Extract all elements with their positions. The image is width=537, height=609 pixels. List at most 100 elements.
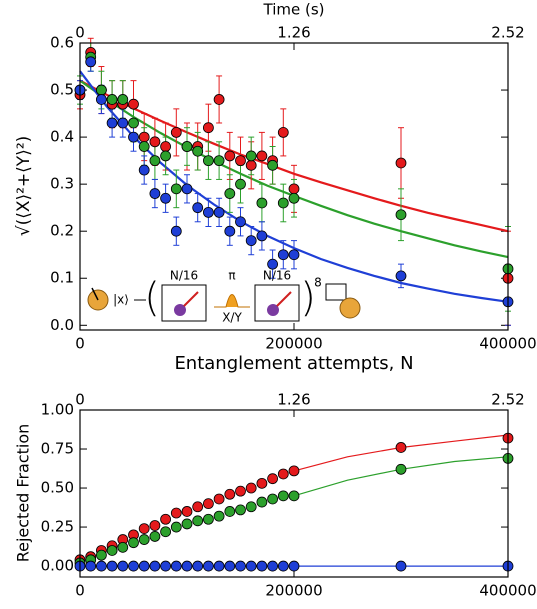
inset-label: X/Y — [222, 311, 242, 325]
data-point — [213, 155, 225, 167]
data-point — [245, 501, 257, 513]
data-point — [395, 442, 407, 453]
data-point — [96, 84, 107, 96]
data-point — [192, 515, 204, 527]
data-point — [213, 94, 225, 105]
data-point — [117, 94, 129, 105]
inset-diagram: |x⟩ ( N/16 π X/Y N/16 ) 8 — [87, 269, 361, 325]
data-point — [395, 463, 407, 475]
data-point — [202, 155, 214, 167]
data-point — [149, 520, 161, 531]
data-point — [96, 560, 107, 572]
data-point — [235, 560, 246, 572]
data-point — [288, 560, 300, 572]
data-point — [395, 157, 407, 169]
inset-label: 8 — [314, 276, 322, 290]
data-point — [181, 560, 193, 572]
data-point — [202, 560, 214, 572]
x-axis-title: Entanglement attempts, N — [174, 353, 413, 374]
data-point — [277, 126, 289, 138]
data-point — [267, 159, 279, 171]
data-point — [395, 560, 407, 572]
data-point — [288, 192, 300, 204]
data-point — [224, 188, 236, 199]
data-point — [138, 523, 150, 535]
data-point — [117, 541, 129, 553]
data-point — [267, 560, 279, 572]
data-point — [267, 473, 279, 485]
spin-icon — [174, 304, 186, 316]
x-tick-label: 0 — [75, 335, 85, 353]
data-point — [170, 560, 182, 572]
laser-icon — [276, 291, 292, 307]
y-tick-label: 0.50 — [41, 479, 74, 497]
data-point — [149, 188, 161, 199]
data-point — [277, 490, 289, 502]
y-tick-label: 1.00 — [41, 401, 74, 419]
data-point — [224, 225, 236, 237]
data-point — [245, 150, 257, 162]
data-point — [288, 183, 300, 195]
data-point — [395, 209, 407, 221]
x-tick-label: 0 — [75, 582, 85, 600]
spin-arrow — [91, 287, 99, 301]
data-point — [149, 136, 161, 148]
data-point — [160, 192, 172, 204]
y-tick-label: 0.1 — [50, 269, 74, 287]
x-tick-label: 200000 — [265, 335, 322, 353]
data-point — [160, 513, 172, 525]
y-tick-label: 0.4 — [50, 128, 74, 146]
data-point — [256, 496, 268, 508]
data-point — [288, 249, 300, 261]
data-point — [85, 560, 97, 572]
data-point — [96, 94, 107, 105]
data-point — [235, 504, 246, 516]
data-point — [235, 178, 246, 190]
inset-label: N/16 — [263, 269, 291, 283]
x2-tick-label: 2.52 — [491, 24, 524, 42]
data-point — [149, 155, 161, 167]
data-point — [202, 513, 214, 525]
data-point — [170, 183, 182, 195]
data-point — [256, 230, 268, 242]
data-point — [160, 150, 172, 162]
data-point — [192, 560, 204, 572]
paren: ) — [300, 275, 316, 321]
data-point — [170, 225, 182, 237]
data-point — [192, 501, 204, 513]
data-point — [235, 485, 246, 497]
data-point — [277, 468, 289, 480]
inset-label: N/16 — [170, 269, 198, 283]
data-point — [235, 155, 246, 167]
data-point — [267, 493, 279, 505]
data-point — [128, 117, 139, 129]
data-point — [138, 164, 150, 176]
x2-tick-label: 1.26 — [277, 24, 310, 42]
data-point — [181, 518, 193, 530]
data-point — [96, 549, 107, 561]
data-point — [288, 465, 300, 477]
data-point — [128, 98, 139, 110]
data-point — [224, 488, 236, 500]
data-point — [149, 531, 161, 542]
data-point — [256, 150, 268, 162]
qubit-icon — [339, 297, 361, 319]
x2-tick-label: 0 — [75, 391, 85, 409]
data-point — [245, 235, 257, 247]
data-point — [106, 117, 118, 129]
data-point — [138, 141, 150, 152]
data-point — [202, 122, 214, 134]
data-point — [138, 131, 150, 143]
data-point — [213, 206, 225, 218]
y-tick-label: 0.00 — [41, 557, 74, 575]
data-point — [170, 507, 182, 519]
inset-box — [161, 284, 207, 322]
data-point — [138, 560, 150, 572]
data-point — [245, 159, 257, 171]
data-point — [202, 206, 214, 218]
x2-tick-label: 1.26 — [277, 391, 310, 409]
data-point — [256, 477, 268, 489]
data-point — [106, 94, 118, 105]
